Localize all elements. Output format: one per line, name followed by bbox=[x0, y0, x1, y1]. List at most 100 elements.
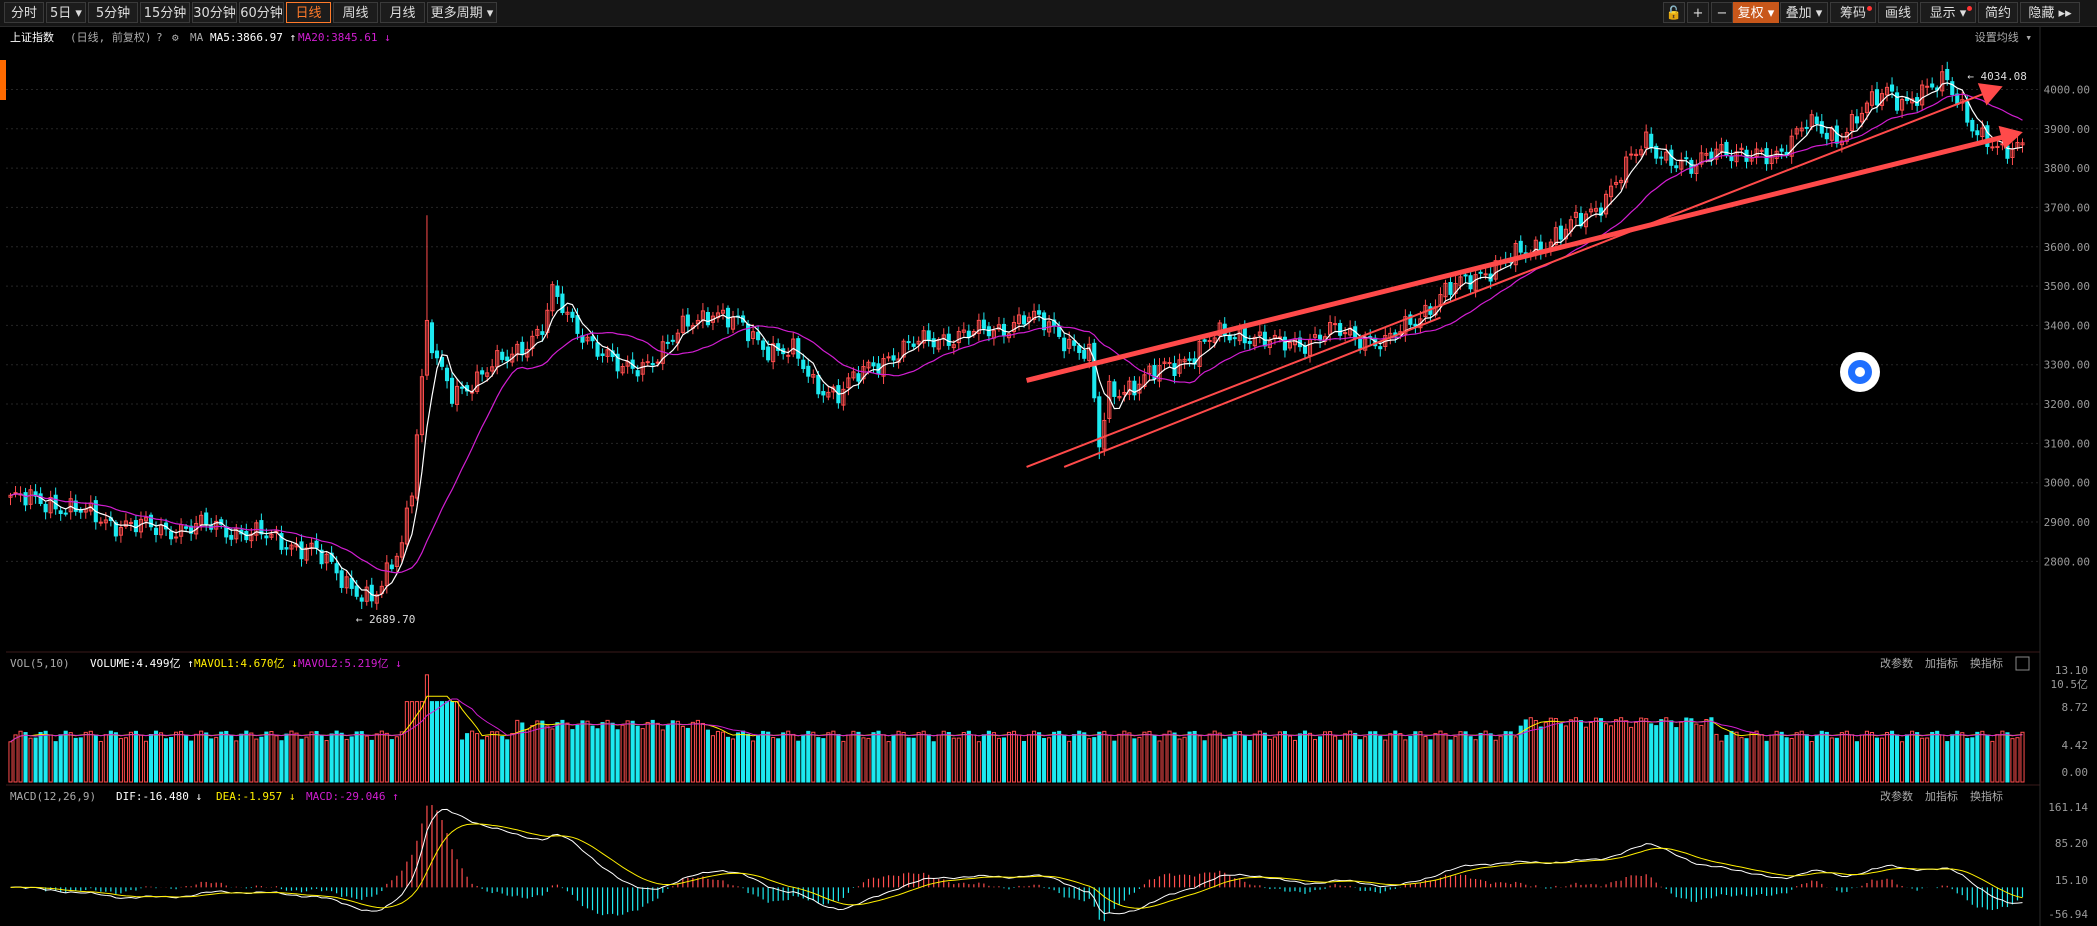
volume-bar bbox=[18, 730, 23, 783]
candle-body bbox=[1077, 345, 1082, 353]
toolbar-btn-5[interactable]: 简约 bbox=[1978, 2, 2018, 23]
volume-bar bbox=[1849, 734, 1854, 783]
candle-body bbox=[996, 324, 1001, 330]
volume-bar bbox=[465, 733, 470, 783]
volume-bar bbox=[1588, 721, 1594, 783]
volume-bar bbox=[429, 701, 435, 783]
toolbar-btn-0[interactable]: 复权 ▾ bbox=[1733, 2, 1779, 23]
candle-body bbox=[113, 522, 118, 537]
volume-bar bbox=[1674, 727, 1679, 783]
volume-bar bbox=[1729, 730, 1734, 783]
candle-body bbox=[1789, 135, 1794, 157]
candle-body bbox=[1227, 335, 1232, 341]
candle-body bbox=[1358, 337, 1363, 349]
volume-bar bbox=[585, 720, 590, 783]
volume-bar bbox=[1839, 732, 1844, 783]
candle-body bbox=[1558, 225, 1563, 240]
toolbar-btn-6[interactable]: 隐藏 ▸▸ bbox=[2020, 2, 2080, 23]
candle-body bbox=[1037, 310, 1042, 315]
volume-bar bbox=[1323, 731, 1328, 783]
candle-body bbox=[1011, 321, 1017, 333]
dea-line bbox=[10, 823, 2023, 909]
candle-body bbox=[1779, 148, 1784, 152]
toolbar-btn-4[interactable]: 显示 ▾ bbox=[1920, 2, 1976, 23]
volume-bar bbox=[1117, 733, 1122, 783]
volume-bar bbox=[1212, 730, 1217, 783]
candle-body bbox=[751, 331, 756, 339]
candle-body bbox=[1247, 341, 1252, 344]
candle-body bbox=[926, 330, 931, 342]
volume-bar bbox=[580, 720, 585, 783]
volume-bar bbox=[966, 730, 971, 783]
volume-bar bbox=[650, 719, 655, 783]
period-tab-4[interactable]: 30分钟 bbox=[192, 2, 237, 23]
volume-bar bbox=[665, 724, 670, 783]
volume-bar bbox=[956, 737, 961, 783]
volume-bar bbox=[1915, 732, 1920, 783]
candle-body bbox=[455, 385, 460, 405]
lock-icon[interactable]: 🔓 bbox=[1663, 2, 1685, 23]
candle-body bbox=[485, 372, 490, 377]
period-tab-1[interactable]: 5日 ▾ bbox=[46, 2, 86, 23]
volume-bar bbox=[1383, 739, 1388, 783]
period-tab-5[interactable]: 60分钟 bbox=[239, 2, 284, 23]
volume-bar bbox=[1990, 740, 1995, 783]
volume-bar bbox=[294, 732, 299, 783]
candle-body bbox=[1895, 92, 1900, 111]
candle-body bbox=[128, 521, 133, 524]
candle-body bbox=[219, 519, 224, 525]
volume-bar bbox=[906, 737, 911, 783]
volume-bar bbox=[309, 731, 314, 783]
candle-body bbox=[946, 333, 951, 346]
period-tab-0[interactable]: 分时 bbox=[4, 2, 44, 23]
candle-body bbox=[1739, 147, 1744, 151]
candle-body bbox=[615, 353, 620, 372]
candle-body bbox=[48, 497, 53, 514]
candle-body bbox=[505, 356, 510, 362]
floating-assistant-icon[interactable] bbox=[1840, 352, 1880, 392]
vol-tick: 13.10 bbox=[2055, 664, 2088, 677]
volume-bar bbox=[1789, 737, 1794, 783]
toolbar-btn-2[interactable]: 筹码 bbox=[1830, 2, 1876, 23]
period-tab-3[interactable]: 15分钟 bbox=[140, 2, 190, 23]
volume-bar bbox=[1889, 730, 1895, 783]
volume-bar bbox=[540, 720, 545, 783]
volume-bar bbox=[1528, 717, 1533, 783]
period-tab-9[interactable]: 更多周期 ▾ bbox=[427, 2, 497, 23]
candle-body bbox=[1202, 339, 1207, 342]
volume-bar bbox=[991, 732, 996, 783]
volume-bar bbox=[444, 701, 450, 783]
plus-icon[interactable]: + bbox=[1687, 2, 1709, 23]
ma-label: MA bbox=[190, 31, 204, 44]
volume-bar bbox=[1312, 739, 1318, 783]
trend-line bbox=[1063, 316, 1441, 468]
candle-body bbox=[490, 366, 495, 372]
volume-bar bbox=[1052, 731, 1057, 783]
toolbar-btn-3[interactable]: 画线 bbox=[1878, 2, 1918, 23]
volume-bar bbox=[1287, 735, 1293, 783]
volume-bar bbox=[740, 730, 746, 783]
volume-bar bbox=[143, 740, 149, 783]
period-tab-2[interactable]: 5分钟 bbox=[88, 2, 138, 23]
candle-body bbox=[123, 520, 128, 527]
candle-body bbox=[1217, 322, 1222, 337]
volume-bar bbox=[234, 740, 239, 783]
minus-icon[interactable]: − bbox=[1711, 2, 1733, 23]
period-tab-8[interactable]: 月线 bbox=[380, 2, 425, 23]
candle-body bbox=[861, 366, 866, 380]
volume-bar bbox=[1147, 730, 1152, 783]
period-tab-7[interactable]: 周线 bbox=[333, 2, 378, 23]
volume-bar bbox=[1227, 736, 1232, 783]
volume-bar bbox=[640, 728, 645, 783]
candle-body bbox=[1338, 323, 1343, 336]
candle-body bbox=[1021, 315, 1027, 325]
toolbar-btn-1[interactable]: 叠加 ▾ bbox=[1780, 2, 1828, 23]
volume-bar bbox=[424, 674, 430, 783]
price-tick: 3700.00 bbox=[2044, 201, 2090, 214]
candle-body bbox=[1062, 337, 1067, 352]
period-tab-6[interactable]: 日线 bbox=[286, 2, 331, 23]
volume-bar bbox=[821, 738, 826, 783]
candle-body bbox=[916, 340, 921, 345]
volume-bar bbox=[279, 740, 284, 783]
volume-bar bbox=[896, 730, 901, 783]
